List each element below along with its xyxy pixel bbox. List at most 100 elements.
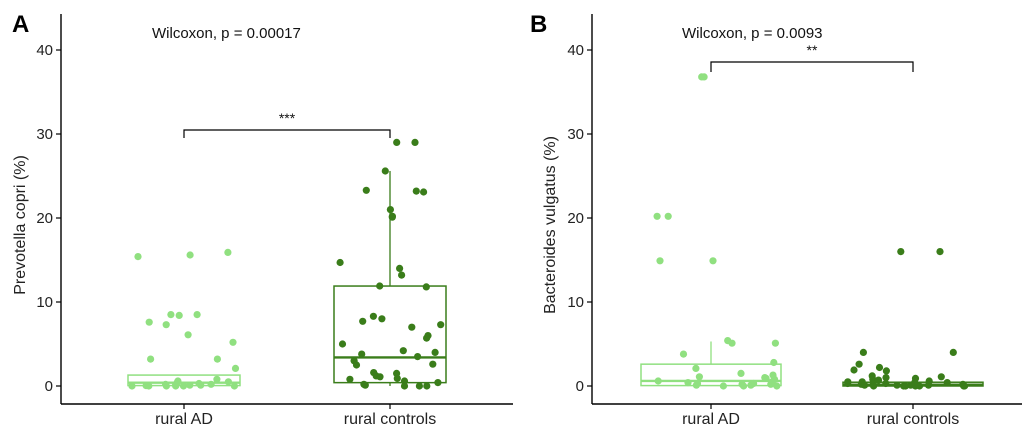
data-point (431, 348, 439, 356)
data-point (420, 188, 428, 196)
data-point (423, 382, 431, 390)
y-tick-label: 10 (36, 294, 53, 311)
data-point (855, 360, 863, 368)
x-categories-a: rural AD rural controls (155, 404, 436, 427)
data-point (172, 382, 180, 390)
data-point (437, 321, 445, 329)
data-point (224, 378, 232, 386)
data-point (767, 380, 775, 388)
x-category-label: rural AD (682, 411, 740, 427)
data-point (376, 373, 384, 381)
data-point (654, 377, 662, 385)
data-point (162, 321, 170, 329)
data-point (338, 340, 347, 348)
y-axis-label-b: Bacteroides vulgatus (%) (542, 136, 559, 314)
data-point (231, 364, 240, 372)
data-point (692, 381, 701, 389)
data-point (844, 379, 852, 388)
data-point (369, 312, 377, 320)
significance-marker-a: *** (279, 110, 296, 126)
data-point (186, 381, 194, 389)
data-point (145, 382, 153, 390)
y-tick-label: 10 (567, 294, 584, 311)
data-point (381, 167, 389, 175)
data-point (193, 311, 201, 319)
data-point (361, 381, 369, 389)
data-point (179, 382, 188, 390)
data-point (408, 323, 416, 331)
data-point (162, 382, 170, 390)
data-point (362, 186, 370, 194)
box-iqr (640, 363, 782, 387)
data-point (770, 358, 778, 367)
data-point (399, 347, 407, 355)
y-ticks-a: 0 10 20 30 40 (36, 42, 61, 395)
data-point (870, 382, 878, 390)
data-point (386, 206, 394, 214)
data-point (961, 382, 969, 390)
data-point (388, 213, 396, 221)
x-category-label: rural AD (155, 411, 213, 427)
y-tick-label: 0 (576, 378, 584, 395)
bracket-line (710, 61, 914, 72)
data-point (737, 369, 745, 377)
data-point (936, 248, 944, 256)
significance-bracket-a (183, 129, 391, 138)
significance-marker-b: ** (807, 42, 818, 58)
y-tick-label: 30 (36, 126, 53, 143)
y-axis-label-a: Prevotella copri (%) (12, 155, 29, 295)
y-ticks-b: 0 10 20 30 40 (567, 42, 592, 395)
data-point (412, 187, 420, 195)
data-point (393, 138, 401, 146)
data-point (336, 258, 344, 267)
data-point (728, 339, 736, 347)
data-point (684, 379, 692, 387)
y-tick-label: 40 (36, 42, 53, 59)
y-tick-label: 30 (567, 126, 584, 143)
data-point (861, 381, 869, 389)
data-point (719, 382, 728, 390)
wilcoxon-annotation-a: Wilcoxon, p = 0.00017 (152, 25, 301, 42)
data-point (915, 382, 924, 390)
data-point (175, 311, 183, 319)
data-point (145, 318, 153, 326)
data-point (415, 382, 423, 390)
data-point (134, 253, 142, 261)
data-point (692, 364, 700, 372)
y-tick-label: 0 (45, 378, 53, 395)
data-point (359, 317, 367, 325)
y-tick-label: 20 (36, 210, 53, 227)
data-point (949, 348, 957, 356)
data-point (709, 257, 717, 265)
data-point (167, 311, 175, 319)
data-point (184, 331, 192, 339)
significance-bracket-b (710, 61, 914, 72)
data-point (937, 373, 945, 381)
x-category-label: rural controls (867, 411, 959, 427)
data-point (393, 374, 401, 382)
data-point (859, 348, 868, 356)
data-point (656, 257, 664, 265)
data-point (213, 375, 221, 383)
data-point (400, 377, 409, 385)
points-a (128, 138, 445, 390)
boxes-a (127, 170, 447, 387)
data-point (422, 283, 430, 291)
data-point (358, 350, 366, 358)
data-point (897, 248, 905, 256)
data-point (378, 315, 386, 323)
data-point (740, 382, 748, 390)
data-point (434, 379, 442, 387)
points-b (653, 73, 969, 390)
data-point (850, 366, 858, 374)
data-point (924, 381, 933, 389)
data-point (346, 375, 354, 383)
data-point (207, 380, 215, 388)
data-point (376, 282, 384, 290)
data-point (229, 338, 237, 346)
data-point (213, 355, 221, 363)
data-point (197, 381, 205, 389)
panel-letter-a: A (12, 11, 29, 38)
data-point (423, 334, 431, 342)
data-point (398, 271, 406, 279)
